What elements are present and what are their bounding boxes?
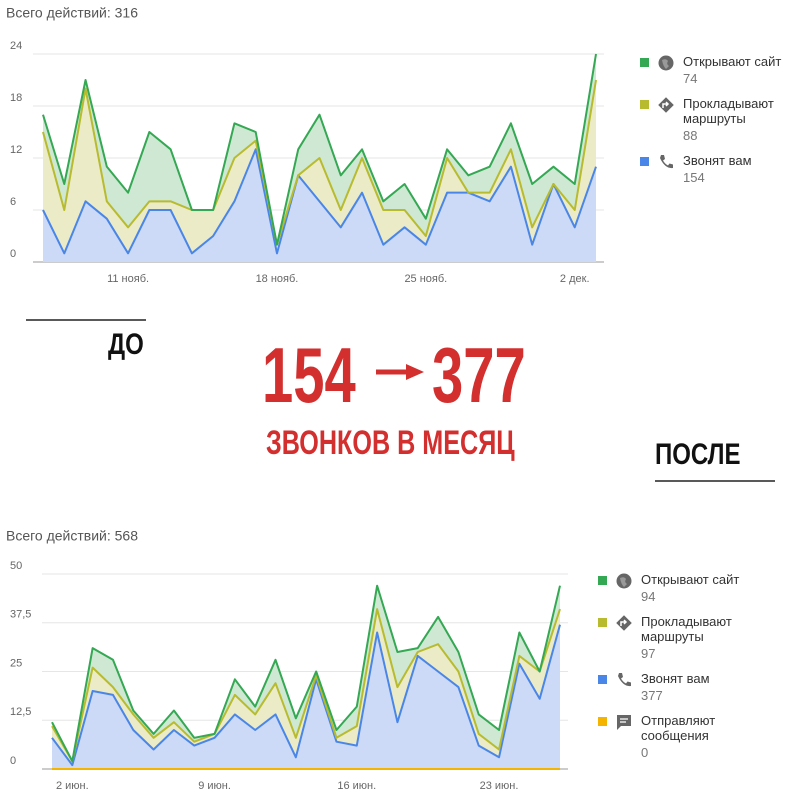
y-tick-label: 6 [10, 196, 16, 208]
legend-total: 0 [641, 745, 649, 760]
legend-entry: Звонят вам 377 [598, 671, 758, 703]
chart-title: Всего действий: 568 [6, 528, 138, 544]
y-tick-label: 24 [10, 40, 22, 52]
x-tick-label: 25 нояб. [404, 273, 447, 285]
legend-swatch [640, 100, 649, 109]
legend-swatch [598, 675, 607, 684]
area [43, 54, 596, 245]
from-value: 154 [262, 331, 356, 419]
legend-icon [617, 715, 631, 730]
legend-name: Открывают сайт [683, 54, 782, 69]
y-tick-label: 0 [10, 755, 16, 767]
series-line [42, 53, 597, 246]
legend-total: 377 [641, 688, 663, 703]
before-label: ДО [108, 328, 144, 361]
x-tick-label: 2 дек. [560, 273, 590, 285]
legend-swatch [640, 58, 649, 67]
y-tick-label: 12 [10, 144, 22, 156]
legend-swatch [598, 618, 607, 627]
legend-entry: Прокладывают маршруты 97 [598, 614, 758, 661]
legend-text: Открывают сайт 94 [641, 572, 739, 604]
x-tick-label: 23 июн. [480, 780, 519, 792]
legend-swatch [598, 576, 607, 585]
arrow [376, 364, 424, 380]
legend-entry: Открывают сайт 74 [640, 54, 800, 86]
series-line [51, 608, 561, 763]
legend-icon [658, 55, 674, 71]
x-tick-label: 18 нояб. [256, 273, 299, 285]
legend-name: Отправляют сообщения [641, 713, 716, 743]
legend-text: Прокладывают маршруты 88 [683, 96, 800, 143]
x-tick-label: 11 нояб. [107, 273, 149, 285]
y-tick-label: 12,5 [10, 706, 31, 718]
y-tick-label: 50 [10, 560, 22, 572]
x-tick-label: 2 июн. [56, 780, 89, 792]
y-tick-label: 37,5 [10, 609, 31, 621]
area [52, 624, 560, 769]
legend: Открывают сайт 94 Прокладывают маршруты 97 З… [598, 572, 758, 770]
legend-entry: Прокладывают маршруты 88 [640, 96, 800, 143]
y-tick-label: 0 [10, 248, 16, 260]
legend-name: Прокладывают маршруты [641, 614, 732, 644]
legend-entry: Звонят вам 154 [640, 153, 800, 185]
legend-swatch [640, 157, 649, 166]
legend-text: Отправляют сообщения 0 [641, 713, 758, 760]
x-tick-label: 16 июн. [337, 780, 376, 792]
to-value: 377 [432, 331, 526, 419]
series-line [42, 148, 597, 255]
legend-name: Открывают сайт [641, 572, 740, 587]
legend-name: Звонят вам [683, 153, 752, 168]
legend-icon [616, 615, 632, 631]
legend-entry: Открывают сайт 94 [598, 572, 758, 604]
legend-swatch [598, 717, 607, 726]
legend-text: Открывают сайт 74 [683, 54, 781, 86]
legend: Открывают сайт 74 Прокладывают маршруты 88 З… [640, 54, 800, 195]
y-tick-label: 25 [10, 657, 22, 669]
area [52, 609, 560, 766]
legend-icon [618, 673, 631, 687]
area [43, 80, 596, 254]
legend-total: 88 [683, 128, 698, 143]
legend-icon [660, 155, 673, 169]
legend-total: 97 [641, 646, 656, 661]
legend-icon [616, 573, 632, 589]
legend-total: 94 [641, 589, 656, 604]
legend-total: 154 [683, 170, 705, 185]
x-tick-label: 9 июн. [198, 780, 231, 792]
legend-name: Прокладывают маршруты [683, 96, 774, 126]
legend-icon [658, 97, 674, 113]
after-label: ПОСЛЕ [655, 438, 741, 471]
legend-name: Звонят вам [641, 671, 710, 686]
legend-text: Звонят вам 154 [683, 153, 752, 185]
legend-total: 74 [683, 71, 698, 86]
chart-title: Всего действий: 316 [6, 5, 138, 21]
series-line [51, 624, 561, 767]
caption: ЗВОНКОВ В МЕСЯЦ [266, 424, 515, 462]
legend-text: Звонят вам 377 [641, 671, 710, 703]
series-line [42, 79, 597, 246]
series-line [51, 584, 561, 763]
y-tick-label: 18 [10, 92, 22, 104]
legend-text: Прокладывают маршруты 97 [641, 614, 758, 661]
legend-entry: Отправляют сообщения 0 [598, 713, 758, 760]
